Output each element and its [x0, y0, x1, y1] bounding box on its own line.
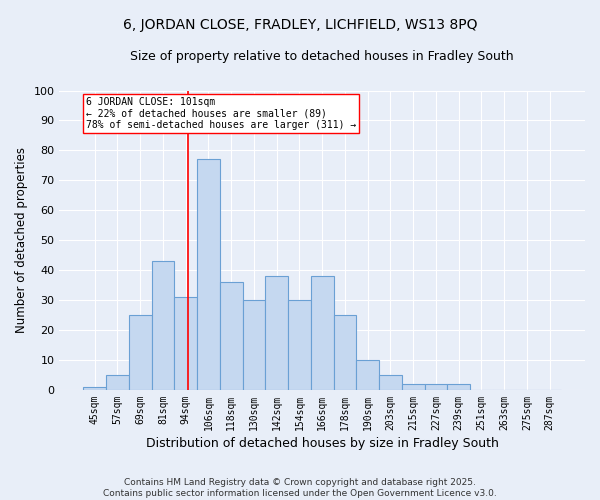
Bar — [152, 261, 175, 390]
Text: 6 JORDAN CLOSE: 101sqm
← 22% of detached houses are smaller (89)
78% of semi-det: 6 JORDAN CLOSE: 101sqm ← 22% of detached… — [86, 96, 356, 130]
Bar — [288, 300, 311, 390]
Bar — [311, 276, 334, 390]
Bar — [356, 360, 379, 390]
Title: Size of property relative to detached houses in Fradley South: Size of property relative to detached ho… — [130, 50, 514, 63]
Bar — [379, 375, 402, 390]
Bar — [220, 282, 242, 390]
X-axis label: Distribution of detached houses by size in Fradley South: Distribution of detached houses by size … — [146, 437, 499, 450]
Text: Contains HM Land Registry data © Crown copyright and database right 2025.
Contai: Contains HM Land Registry data © Crown c… — [103, 478, 497, 498]
Bar — [106, 375, 129, 390]
Y-axis label: Number of detached properties: Number of detached properties — [15, 147, 28, 333]
Bar — [83, 387, 106, 390]
Bar — [425, 384, 448, 390]
Bar — [334, 315, 356, 390]
Bar — [448, 384, 470, 390]
Bar — [265, 276, 288, 390]
Bar — [129, 315, 152, 390]
Bar — [242, 300, 265, 390]
Bar — [197, 160, 220, 390]
Text: 6, JORDAN CLOSE, FRADLEY, LICHFIELD, WS13 8PQ: 6, JORDAN CLOSE, FRADLEY, LICHFIELD, WS1… — [123, 18, 477, 32]
Bar — [175, 297, 197, 390]
Bar — [402, 384, 425, 390]
